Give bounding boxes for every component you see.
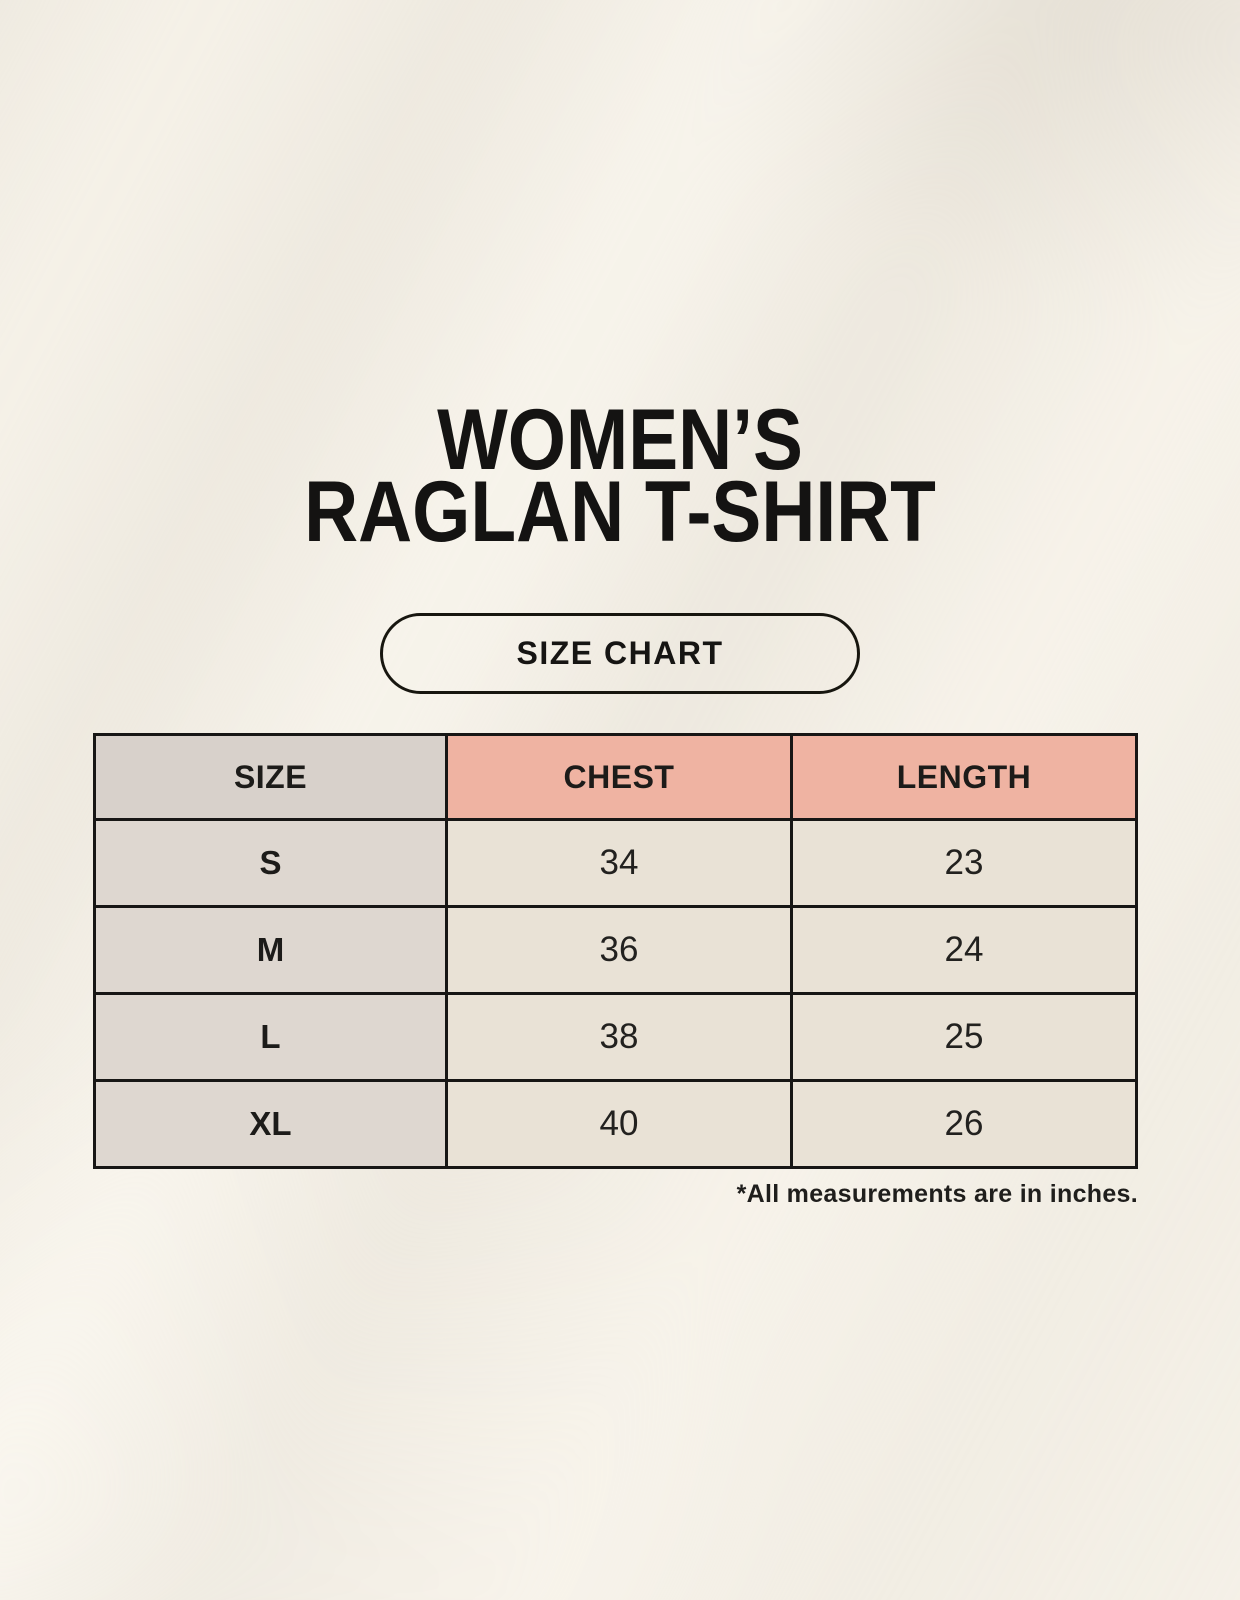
header-length: LENGTH bbox=[790, 733, 1138, 821]
length-value: 25 bbox=[790, 992, 1138, 1082]
chest-value: 36 bbox=[445, 905, 793, 995]
table-row-m: M 36 24 bbox=[93, 905, 1138, 995]
size-chart-button-label: SIZE CHART bbox=[516, 635, 724, 671]
length-value: 24 bbox=[790, 905, 1138, 995]
product-title-line-2: RAGLAN T-SHIRT bbox=[304, 464, 936, 560]
size-label: M bbox=[93, 905, 448, 995]
table-row-s: S 34 23 bbox=[93, 818, 1138, 908]
size-label: XL bbox=[93, 1079, 448, 1169]
product-title-line-1: WOMEN’S bbox=[437, 392, 803, 488]
length-value: 23 bbox=[790, 818, 1138, 908]
measurements-footnote: *All measurements are in inches. bbox=[736, 1180, 1138, 1208]
header-size: SIZE bbox=[93, 733, 448, 821]
size-chart-table: SIZE CHEST LENGTH S 34 23 M 36 24 L 38 2… bbox=[93, 733, 1138, 1169]
length-value: 26 bbox=[790, 1079, 1138, 1169]
size-chart-button[interactable]: SIZE CHART bbox=[380, 613, 860, 694]
header-chest: CHEST bbox=[445, 733, 793, 821]
chest-value: 34 bbox=[445, 818, 793, 908]
table-header-row: SIZE CHEST LENGTH bbox=[93, 733, 1138, 821]
chest-value: 40 bbox=[445, 1079, 793, 1169]
table-row-l: L 38 25 bbox=[93, 992, 1138, 1082]
size-label: S bbox=[93, 818, 448, 908]
size-label: L bbox=[93, 992, 448, 1082]
chest-value: 38 bbox=[445, 992, 793, 1082]
table-row-xl: XL 40 26 bbox=[93, 1079, 1138, 1169]
product-title: WOMEN’S RAGLAN T-SHIRT bbox=[81, 392, 1160, 560]
